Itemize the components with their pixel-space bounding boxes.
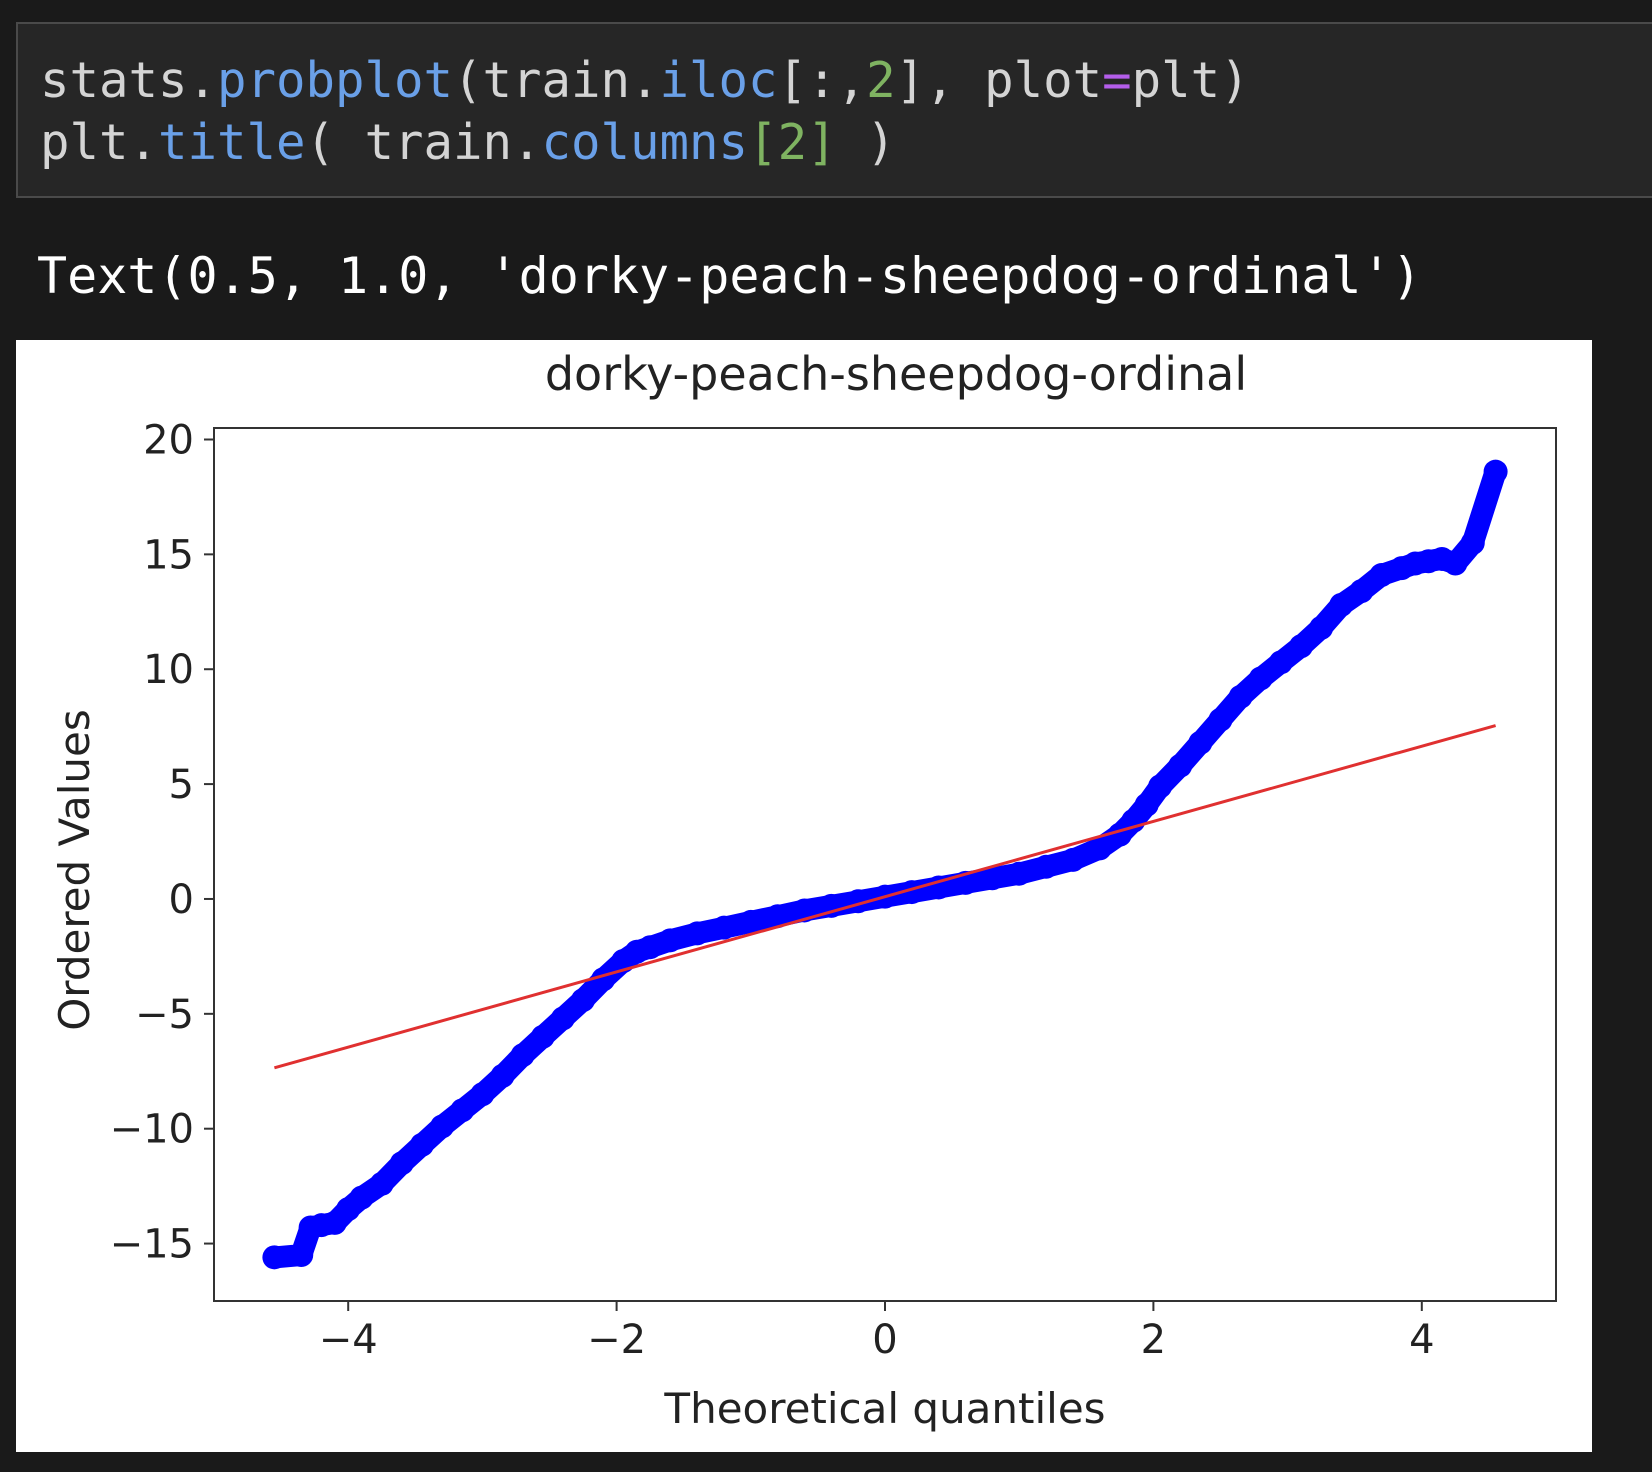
data-point: [765, 904, 790, 929]
code-line-1-token: =: [1102, 52, 1132, 109]
code-line-1-token: stats.: [40, 52, 218, 109]
data-point: [1208, 707, 1233, 732]
y-tick-label: −15: [110, 1222, 194, 1268]
y-tick-label: 10: [143, 647, 194, 693]
data-point: [490, 1063, 515, 1088]
data-point: [349, 1185, 374, 1210]
data-point: [470, 1082, 495, 1107]
data-point: [1134, 792, 1159, 817]
data-point: [1349, 579, 1374, 604]
data-point: [389, 1151, 414, 1176]
data-point: [289, 1243, 314, 1268]
data-point: [738, 909, 763, 934]
qq-plot-chart: dorky-peach-sheepdog-ordinal −4 −2 0 2 4−15−…: [50, 347, 1557, 1433]
data-point: [430, 1114, 455, 1139]
fit-line: [273, 724, 1497, 1070]
y-tick-label: −10: [110, 1107, 194, 1153]
data-point: [530, 1024, 555, 1049]
chart-title: dorky-peach-sheepdog-ordinal: [545, 347, 1247, 401]
x-tick-label: 2: [1141, 1317, 1166, 1363]
data-point: [1460, 530, 1485, 555]
data-point: [1087, 836, 1112, 861]
data-point: [1289, 634, 1314, 659]
y-tick-label: 0: [169, 877, 194, 923]
data-point: [1369, 563, 1394, 588]
code-line-2-token: columns: [541, 114, 749, 171]
code-line-2-token: ( train.: [305, 114, 542, 171]
data-point: [1483, 459, 1508, 484]
data-point: [1034, 854, 1059, 879]
data-point: [1309, 615, 1334, 640]
data-point: [262, 1245, 287, 1270]
code-cell[interactable]: stats.probplot(train.iloc[:,2], plot=plt…: [16, 22, 1652, 198]
code-line-2-token: ): [836, 114, 896, 171]
data-point: [638, 935, 663, 960]
data-point: [1268, 650, 1293, 675]
data-point: [1168, 753, 1193, 778]
y-axis-label: Ordered Values: [50, 709, 99, 1031]
x-tick-label: −2: [587, 1317, 646, 1363]
data-point: [1248, 666, 1273, 691]
data-point: [1148, 774, 1173, 799]
cell-output-text: Text(0.5, 1.0, 'dorky-peach-sheepdog-ord…: [37, 247, 1422, 305]
chart-body: −4 −2 0 2 4 −15 −10 −5 0 5 10 15 20: [110, 417, 1508, 1363]
y-tick-label: 20: [143, 417, 194, 463]
data-point: [550, 1006, 575, 1031]
y-tick-label: 15: [143, 532, 194, 578]
code-line-2-token: [2]: [748, 114, 837, 171]
data-point: [685, 921, 710, 946]
data-point: [1188, 730, 1213, 755]
x-axis-label: Theoretical quantiles: [663, 1384, 1105, 1433]
code-line-1-token: 2: [866, 52, 896, 109]
code-line-1-token: iloc: [659, 52, 778, 109]
code-line-2-token: plt.: [40, 114, 159, 171]
code-line-2-token: title: [158, 114, 306, 171]
code-line-1-token: ], plot: [895, 52, 1103, 109]
y-tick-label: −5: [135, 992, 194, 1038]
code-line-1: stats.probplot(train.iloc[:,2], plot=plt…: [40, 50, 1652, 112]
data-point: [1443, 551, 1468, 576]
data-point: [1060, 847, 1085, 872]
data-point: [450, 1098, 475, 1123]
code-line-1-token: plt): [1131, 52, 1250, 109]
data-point: [1329, 592, 1354, 617]
x-tick-label: 0: [872, 1317, 897, 1363]
x-tick-label: −4: [319, 1317, 378, 1363]
data-point: [658, 928, 683, 953]
data-point: [1228, 684, 1253, 709]
y-tick-label: 5: [169, 762, 194, 808]
data-point: [510, 1043, 535, 1068]
code-line-1-token: probplot: [217, 52, 454, 109]
data-point: [980, 866, 1005, 891]
data-point: [369, 1171, 394, 1196]
code-line-1-token: (train.: [453, 52, 660, 109]
code-line-1-token: [:,: [777, 52, 867, 109]
x-tick-label: 4: [1409, 1317, 1434, 1363]
data-band: [263, 460, 1507, 1269]
plot-area-frame: [213, 427, 1557, 1302]
data-point: [711, 915, 736, 940]
code-line-2: plt.title( train.columns[2] ): [40, 112, 1652, 174]
data-point: [410, 1132, 435, 1157]
data-point: [571, 988, 596, 1013]
plot-output: dorky-peach-sheepdog-ordinal −4 −2 0 2 4 −15−…: [16, 340, 1592, 1452]
data-point: [1007, 861, 1032, 886]
